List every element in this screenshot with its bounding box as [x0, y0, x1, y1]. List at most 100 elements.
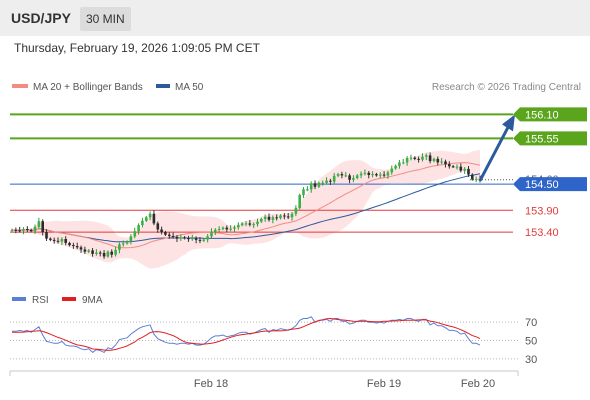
rsi-legend-label: RSI [32, 295, 49, 306]
candle [198, 237, 202, 244]
candle [390, 165, 394, 175]
candle [421, 153, 424, 162]
candle [75, 242, 79, 250]
ma50-line [11, 173, 481, 243]
candle [72, 242, 75, 249]
level-tag-resistance [513, 107, 587, 122]
candle [436, 156, 440, 166]
candle [379, 172, 382, 179]
candle [52, 237, 56, 244]
candle [355, 174, 359, 180]
candle [283, 213, 286, 220]
candle [164, 230, 167, 236]
candle [95, 249, 98, 256]
candle [398, 160, 401, 169]
candle [10, 228, 14, 233]
candle [325, 177, 328, 185]
candle [298, 193, 301, 210]
bollinger-bands [12, 149, 480, 269]
candle [367, 170, 371, 179]
candle [87, 249, 90, 253]
level-label: 153.90 [525, 205, 559, 217]
level-label: 153.40 [525, 227, 559, 239]
candle [191, 234, 194, 241]
candle [329, 178, 332, 185]
candle [26, 226, 29, 233]
level-tag-resistance [513, 131, 587, 146]
candles [10, 152, 482, 259]
candle [29, 228, 33, 233]
candle [37, 217, 41, 229]
candle [210, 228, 213, 239]
candle [22, 227, 25, 235]
timeframe-button[interactable]: 30 MIN [80, 7, 131, 31]
candle [302, 187, 305, 198]
candle [463, 167, 466, 175]
rsi-tick-label: 50 [525, 336, 537, 348]
candle [41, 219, 44, 236]
candle [413, 156, 417, 161]
candle [175, 235, 179, 243]
candle [214, 228, 217, 236]
candle [102, 250, 106, 259]
candle [286, 212, 290, 220]
rsi-ma-legend-swatch [62, 297, 76, 301]
level-tag-pivot [513, 177, 587, 192]
candle [263, 214, 267, 222]
candle [148, 211, 152, 221]
candle [18, 226, 21, 233]
candle [363, 169, 367, 176]
candle [168, 232, 171, 239]
time-axis: Feb 18 Feb 19 Feb 20 [9, 370, 519, 390]
candle [306, 185, 309, 192]
candle [114, 246, 117, 257]
candle [129, 234, 133, 245]
candle [451, 164, 455, 169]
ma20-line [11, 162, 481, 249]
forecast-arrow [478, 114, 515, 182]
x-tick-label: Feb 19 [367, 378, 401, 390]
level-label: 154.50 [525, 179, 559, 191]
candle [14, 227, 18, 234]
candle [145, 215, 148, 223]
rsi-tick-label: 70 [525, 317, 537, 329]
candle [183, 235, 186, 240]
candle [260, 217, 263, 223]
symbol-label: USD/JPY [11, 10, 71, 26]
candle [394, 164, 397, 170]
candle [386, 170, 390, 179]
candle [187, 235, 190, 242]
candle [336, 172, 340, 178]
chart-header: USD/JPY 30 MIN [0, 0, 590, 36]
level-label: 156.10 [525, 109, 559, 121]
candle [471, 173, 474, 181]
candle [240, 222, 244, 227]
candle [455, 164, 459, 170]
candle [348, 173, 351, 184]
candle [225, 225, 229, 233]
candle [417, 156, 420, 163]
rsi-ma-line [12, 317, 481, 351]
candle [467, 166, 470, 177]
candle [271, 215, 275, 224]
candle [121, 240, 125, 247]
candle [256, 218, 259, 227]
candle [425, 153, 428, 161]
x-tick-label: Feb 18 [194, 378, 228, 390]
candle [359, 171, 363, 179]
candle [33, 224, 37, 235]
candle [118, 242, 121, 254]
candle [459, 163, 463, 173]
candle [248, 219, 252, 227]
rsi-ma-legend-label: 9MA [82, 295, 103, 306]
forecast-arrow-head [502, 114, 515, 132]
candle [110, 249, 113, 258]
rsi-panel: RSI 9MA 70 50 30 [10, 295, 537, 366]
bollinger-band-area [12, 149, 480, 269]
candle [444, 159, 447, 168]
candle [194, 236, 198, 244]
candle [375, 172, 378, 177]
candle [156, 221, 160, 233]
